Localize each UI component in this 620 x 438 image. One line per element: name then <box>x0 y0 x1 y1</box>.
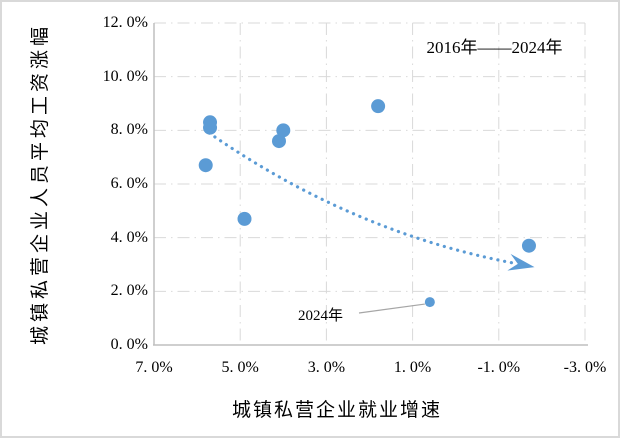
x-tick-label: -1. 0% <box>477 359 521 376</box>
data-point <box>237 211 252 226</box>
y-tick-label: 6. 0% <box>110 175 148 192</box>
x-tick-label: -3. 0% <box>563 359 607 376</box>
data-point <box>198 158 213 173</box>
x-tick-label: 3. 0% <box>307 359 346 376</box>
trend-arrow-path <box>207 131 516 265</box>
data-point <box>276 123 291 138</box>
x-axis-title: 城镇私营企业就业增速 <box>231 400 442 421</box>
y-axis-title: 城镇私营企业人员平均工资涨幅 <box>30 23 51 346</box>
x-tick-label: 7. 0% <box>135 359 173 376</box>
y-tick-label: 12. 0% <box>102 14 148 31</box>
x-tick-label: 1. 0% <box>393 359 432 376</box>
y-tick-label: 0. 0% <box>110 336 148 353</box>
y-tick-label: 10. 0% <box>102 67 148 85</box>
trend-arrowhead <box>507 253 535 271</box>
point-annotation-2024: 2024年 <box>298 308 344 324</box>
data-point <box>371 99 386 114</box>
y-tick-label: 2. 0% <box>110 282 148 300</box>
data-point <box>271 134 286 149</box>
leader-line <box>358 303 425 314</box>
date-range-annotation: 2016年——2024年 <box>426 38 563 57</box>
data-point <box>424 297 435 308</box>
data-point <box>203 120 218 135</box>
y-tick-label: 4. 0% <box>110 228 148 246</box>
data-point <box>521 238 536 253</box>
y-tick-label: 8. 0% <box>110 121 148 139</box>
x-tick-label: 5. 0% <box>221 359 259 376</box>
